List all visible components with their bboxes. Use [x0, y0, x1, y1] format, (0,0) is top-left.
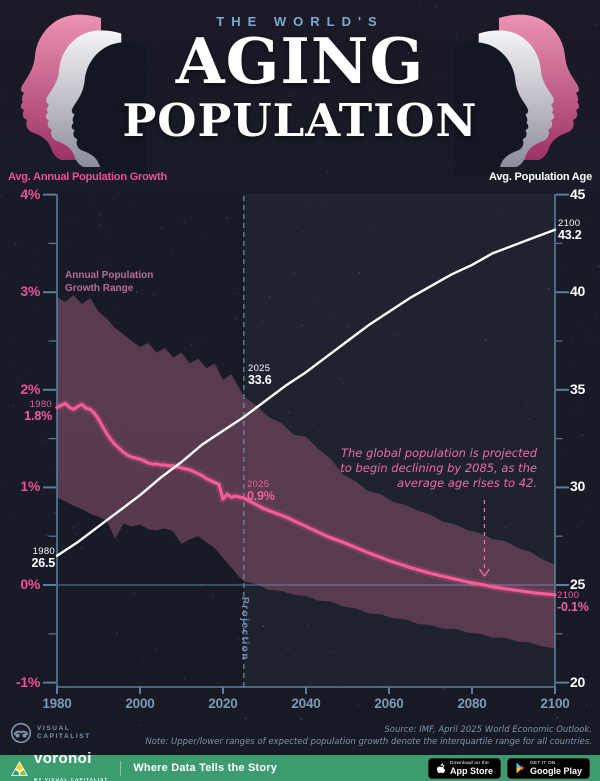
callout-year: 2100 — [558, 218, 581, 229]
callout-year: 1980 — [32, 546, 55, 557]
callout-value: 0.9% — [247, 489, 275, 503]
callout-growth-2100: 2100 -0.1% — [557, 588, 589, 613]
app-store-badge[interactable]: Download on the App Store — [427, 757, 501, 779]
face-silhouette-dark — [454, 42, 529, 176]
axis-ticks — [43, 193, 569, 694]
callout-year: 2100 — [557, 590, 580, 601]
range-label-line2: Growth Range — [65, 282, 134, 294]
visual-capitalist-icon — [10, 722, 32, 744]
face-silhouette-dark — [71, 42, 146, 176]
faces-right-group — [454, 14, 580, 176]
apple-icon — [436, 763, 446, 774]
callout-year: 1980 — [29, 399, 52, 410]
gplay-big-text: Google Play — [529, 766, 582, 776]
callout-growth-2025: 2025 0.9% — [247, 477, 275, 502]
callout-age-2100: 2100 43.2 — [558, 216, 582, 241]
brandbar-divider — [120, 760, 122, 776]
callout-year: 2025 — [247, 479, 270, 490]
brand-bar: voronoi BY VISUAL CAPITALIST Where Data … — [0, 751, 600, 781]
source-line2: Note: Upper/lower ranges of expected pop… — [145, 736, 592, 747]
chart-annotation: The global population is projected to be… — [297, 446, 537, 491]
appstore-small-text: Download on the — [449, 761, 489, 766]
google-play-icon — [516, 762, 525, 774]
callout-value: 33.6 — [248, 373, 272, 387]
voronoi-wordmark: voronoi — [34, 750, 92, 767]
growth-range-area — [57, 295, 555, 649]
main-title-line1: AGING — [175, 24, 425, 98]
source-line1: Source: IMF, April 2025 World Economic O… — [384, 725, 592, 735]
vc-logo-text-line2: CAPITALIST — [37, 733, 91, 740]
right-axis-title: Avg. Population Age — [489, 171, 592, 183]
callout-value: 1.8% — [24, 409, 52, 423]
callout-value: -0.1% — [557, 600, 589, 614]
annotation-line2: to begin declining by 2085, as the — [340, 461, 537, 475]
google-play-badge[interactable]: GET IT ON Google Play — [506, 757, 590, 779]
voronoi-sub: BY VISUAL CAPITALIST — [34, 777, 109, 781]
callout-year: 2025 — [248, 363, 271, 374]
annotation-line3: average age rises to 42. — [397, 476, 537, 490]
range-area-label: Annual Population Growth Range — [65, 270, 153, 295]
range-label-line1: Annual Population — [65, 270, 154, 281]
callout-age-2025: 2025 33.6 — [248, 361, 272, 386]
gplay-small-text: GET IT ON — [529, 761, 556, 766]
projection-label: Projection — [239, 597, 250, 661]
callout-age-1980: 1980 26.5 — [31, 544, 55, 569]
faces-left-group — [20, 14, 146, 176]
callout-value: 26.5 — [31, 556, 55, 570]
source-note: Source: IMF, April 2025 World Economic O… — [145, 725, 592, 748]
vc-logo-text-line1: VISUAL — [37, 725, 71, 732]
annotation-line1: The global population is projected — [340, 446, 537, 460]
callout-growth-1980: 1980 1.8% — [24, 397, 52, 422]
age-line — [55, 228, 557, 557]
left-axis-title: Avg. Annual Population Growth — [8, 171, 167, 183]
annotation-arrow — [478, 500, 491, 578]
arrow-head-icon — [478, 568, 491, 578]
main-title-line2: POPULATION — [122, 94, 478, 147]
voronoi-logo: voronoi BY VISUAL CAPITALIST — [10, 750, 108, 781]
brandbar-tagline: Where Data Tells the Story — [133, 762, 278, 774]
growth-line — [55, 401, 557, 597]
visual-capitalist-logo: VISUAL CAPITALIST — [10, 722, 91, 744]
callout-value: 43.2 — [558, 228, 582, 242]
kicker-title: THE WORLD'S — [216, 14, 384, 29]
appstore-big-text: App Store — [449, 766, 493, 776]
voronoi-triangle-icon — [11, 760, 28, 776]
